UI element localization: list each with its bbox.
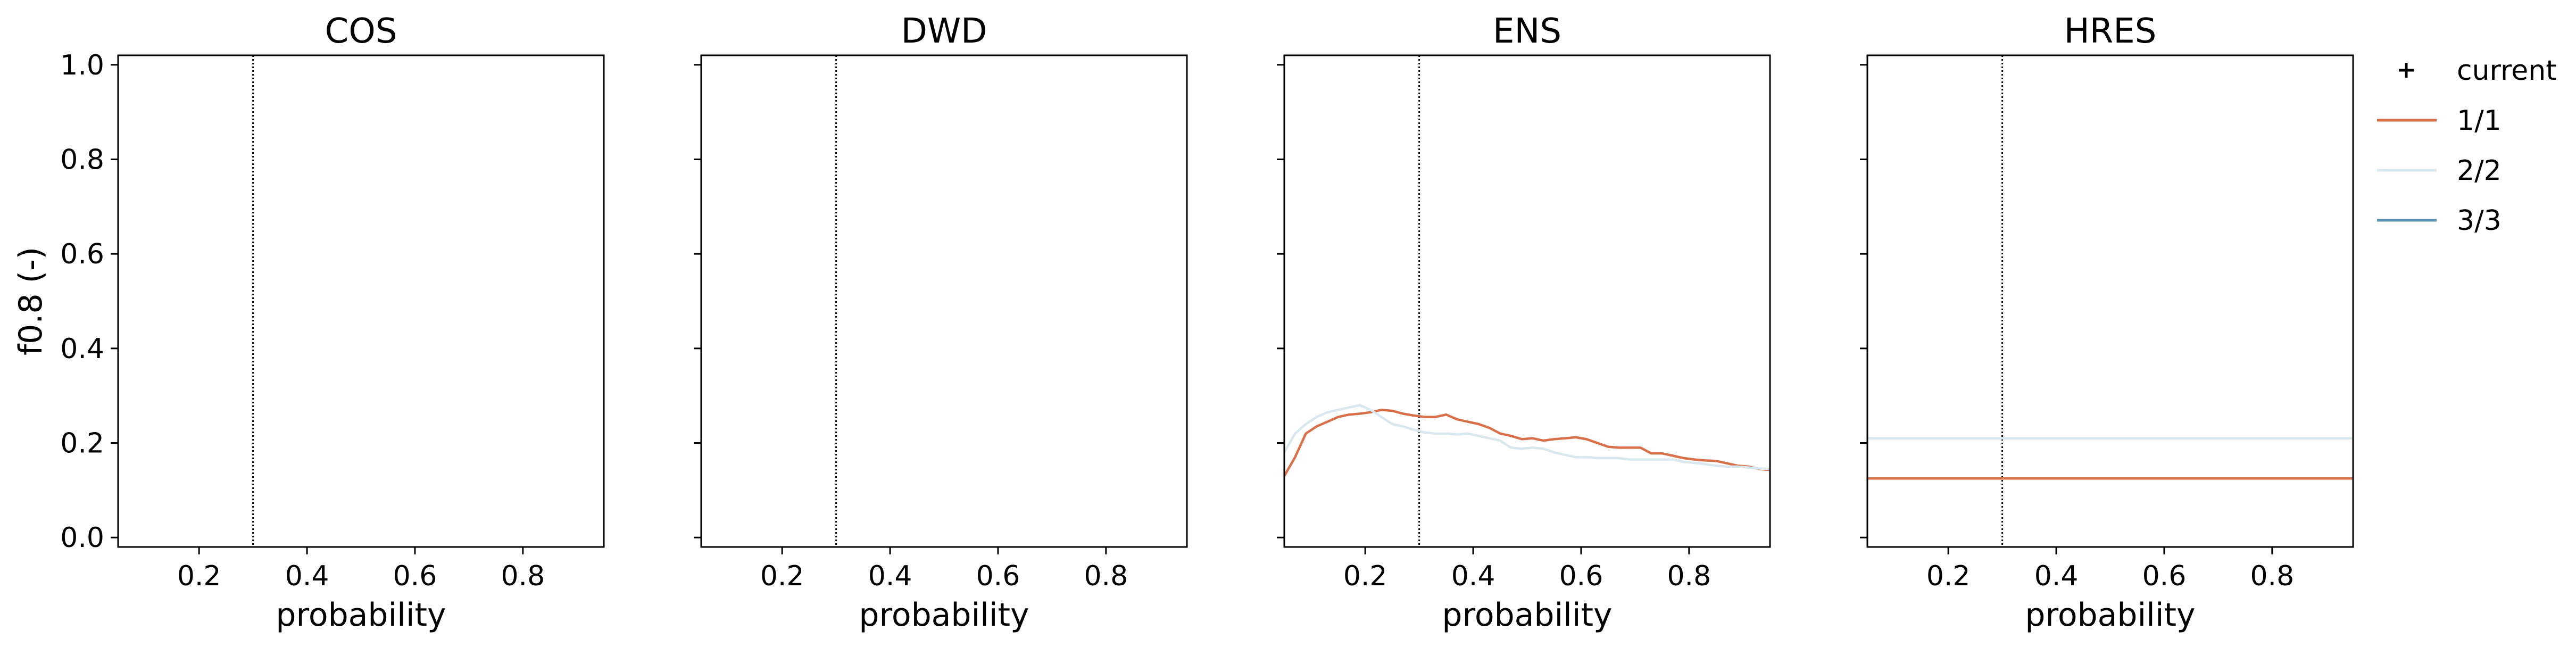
x-tick-label: 0.8 <box>1667 560 1711 592</box>
axes-frame <box>1866 54 2354 548</box>
x-axis-label: probability <box>859 596 1029 634</box>
x-tick-label: 0.4 <box>868 560 912 592</box>
x-tick-label: 0.8 <box>501 560 545 592</box>
panel-title: HRES <box>2064 12 2157 51</box>
axes-frame <box>1283 54 1771 548</box>
legend-item: current <box>2399 55 2557 87</box>
y-tick-label: 1.0 <box>60 49 104 81</box>
x-axis-label: probability <box>2025 596 2195 634</box>
x-tick-label: 0.8 <box>2250 560 2294 592</box>
series-line-2-2 <box>1284 404 1770 470</box>
panel-title: COS <box>325 12 397 51</box>
y-tick-label: 0.0 <box>60 522 104 554</box>
x-axis-label: probability <box>276 596 446 634</box>
x-tick-label: 0.6 <box>2142 560 2187 592</box>
axes-frame <box>117 54 605 548</box>
panel-dwd: DWD 0.2 0.4 0.6 0.8 probability <box>694 12 1188 634</box>
series-line-1-1 <box>1284 409 1770 477</box>
panel-title: ENS <box>1493 12 1561 51</box>
x-tick-label: 0.6 <box>976 560 1020 592</box>
x-tick-label: 0.2 <box>1926 560 1971 592</box>
x-tick-label: 0.6 <box>1559 560 1603 592</box>
panel-cos: COS 0.2 0.4 0.6 0.8 0.0 0.2 0.4 0.6 0.8 1.0 probabi… <box>12 12 605 634</box>
axes-frame <box>700 54 1188 548</box>
y-tick-label: 0.6 <box>60 238 104 270</box>
x-tick-label: 0.2 <box>177 560 221 592</box>
x-tick-label: 0.4 <box>285 560 329 592</box>
y-tick-label: 0.2 <box>60 428 104 460</box>
plot-area <box>1284 55 1770 547</box>
legend: current 1/1 2/2 3/3 <box>2377 55 2557 237</box>
panel-title: DWD <box>901 12 987 51</box>
legend-label: 1/1 <box>2457 105 2502 137</box>
x-tick-label: 0.2 <box>1343 560 1387 592</box>
legend-item: 2/2 <box>2377 155 2502 187</box>
legend-label: current <box>2457 55 2557 87</box>
panel-hres: HRES 0.2 0.4 0.6 0.8 probability <box>1860 12 2354 634</box>
y-tick-label: 0.8 <box>60 144 104 176</box>
legend-label: 3/3 <box>2457 205 2502 237</box>
x-tick-label: 0.4 <box>1451 560 1495 592</box>
x-tick-label: 0.2 <box>760 560 804 592</box>
legend-item: 3/3 <box>2377 205 2502 237</box>
legend-item: 1/1 <box>2377 105 2502 137</box>
plot-area <box>1867 55 2353 547</box>
x-tick-label: 0.8 <box>1084 560 1128 592</box>
x-tick-label: 0.6 <box>393 560 437 592</box>
x-tick-label: 0.4 <box>2034 560 2079 592</box>
panel-ens: ENS 0.2 0.4 0.6 0.8 probability <box>1277 12 1771 634</box>
y-tick-label: 0.4 <box>60 333 104 365</box>
y-axis-label: f0.8 (-) <box>12 247 49 355</box>
x-axis-label: probability <box>1442 596 1612 634</box>
legend-label: 2/2 <box>2457 155 2502 187</box>
